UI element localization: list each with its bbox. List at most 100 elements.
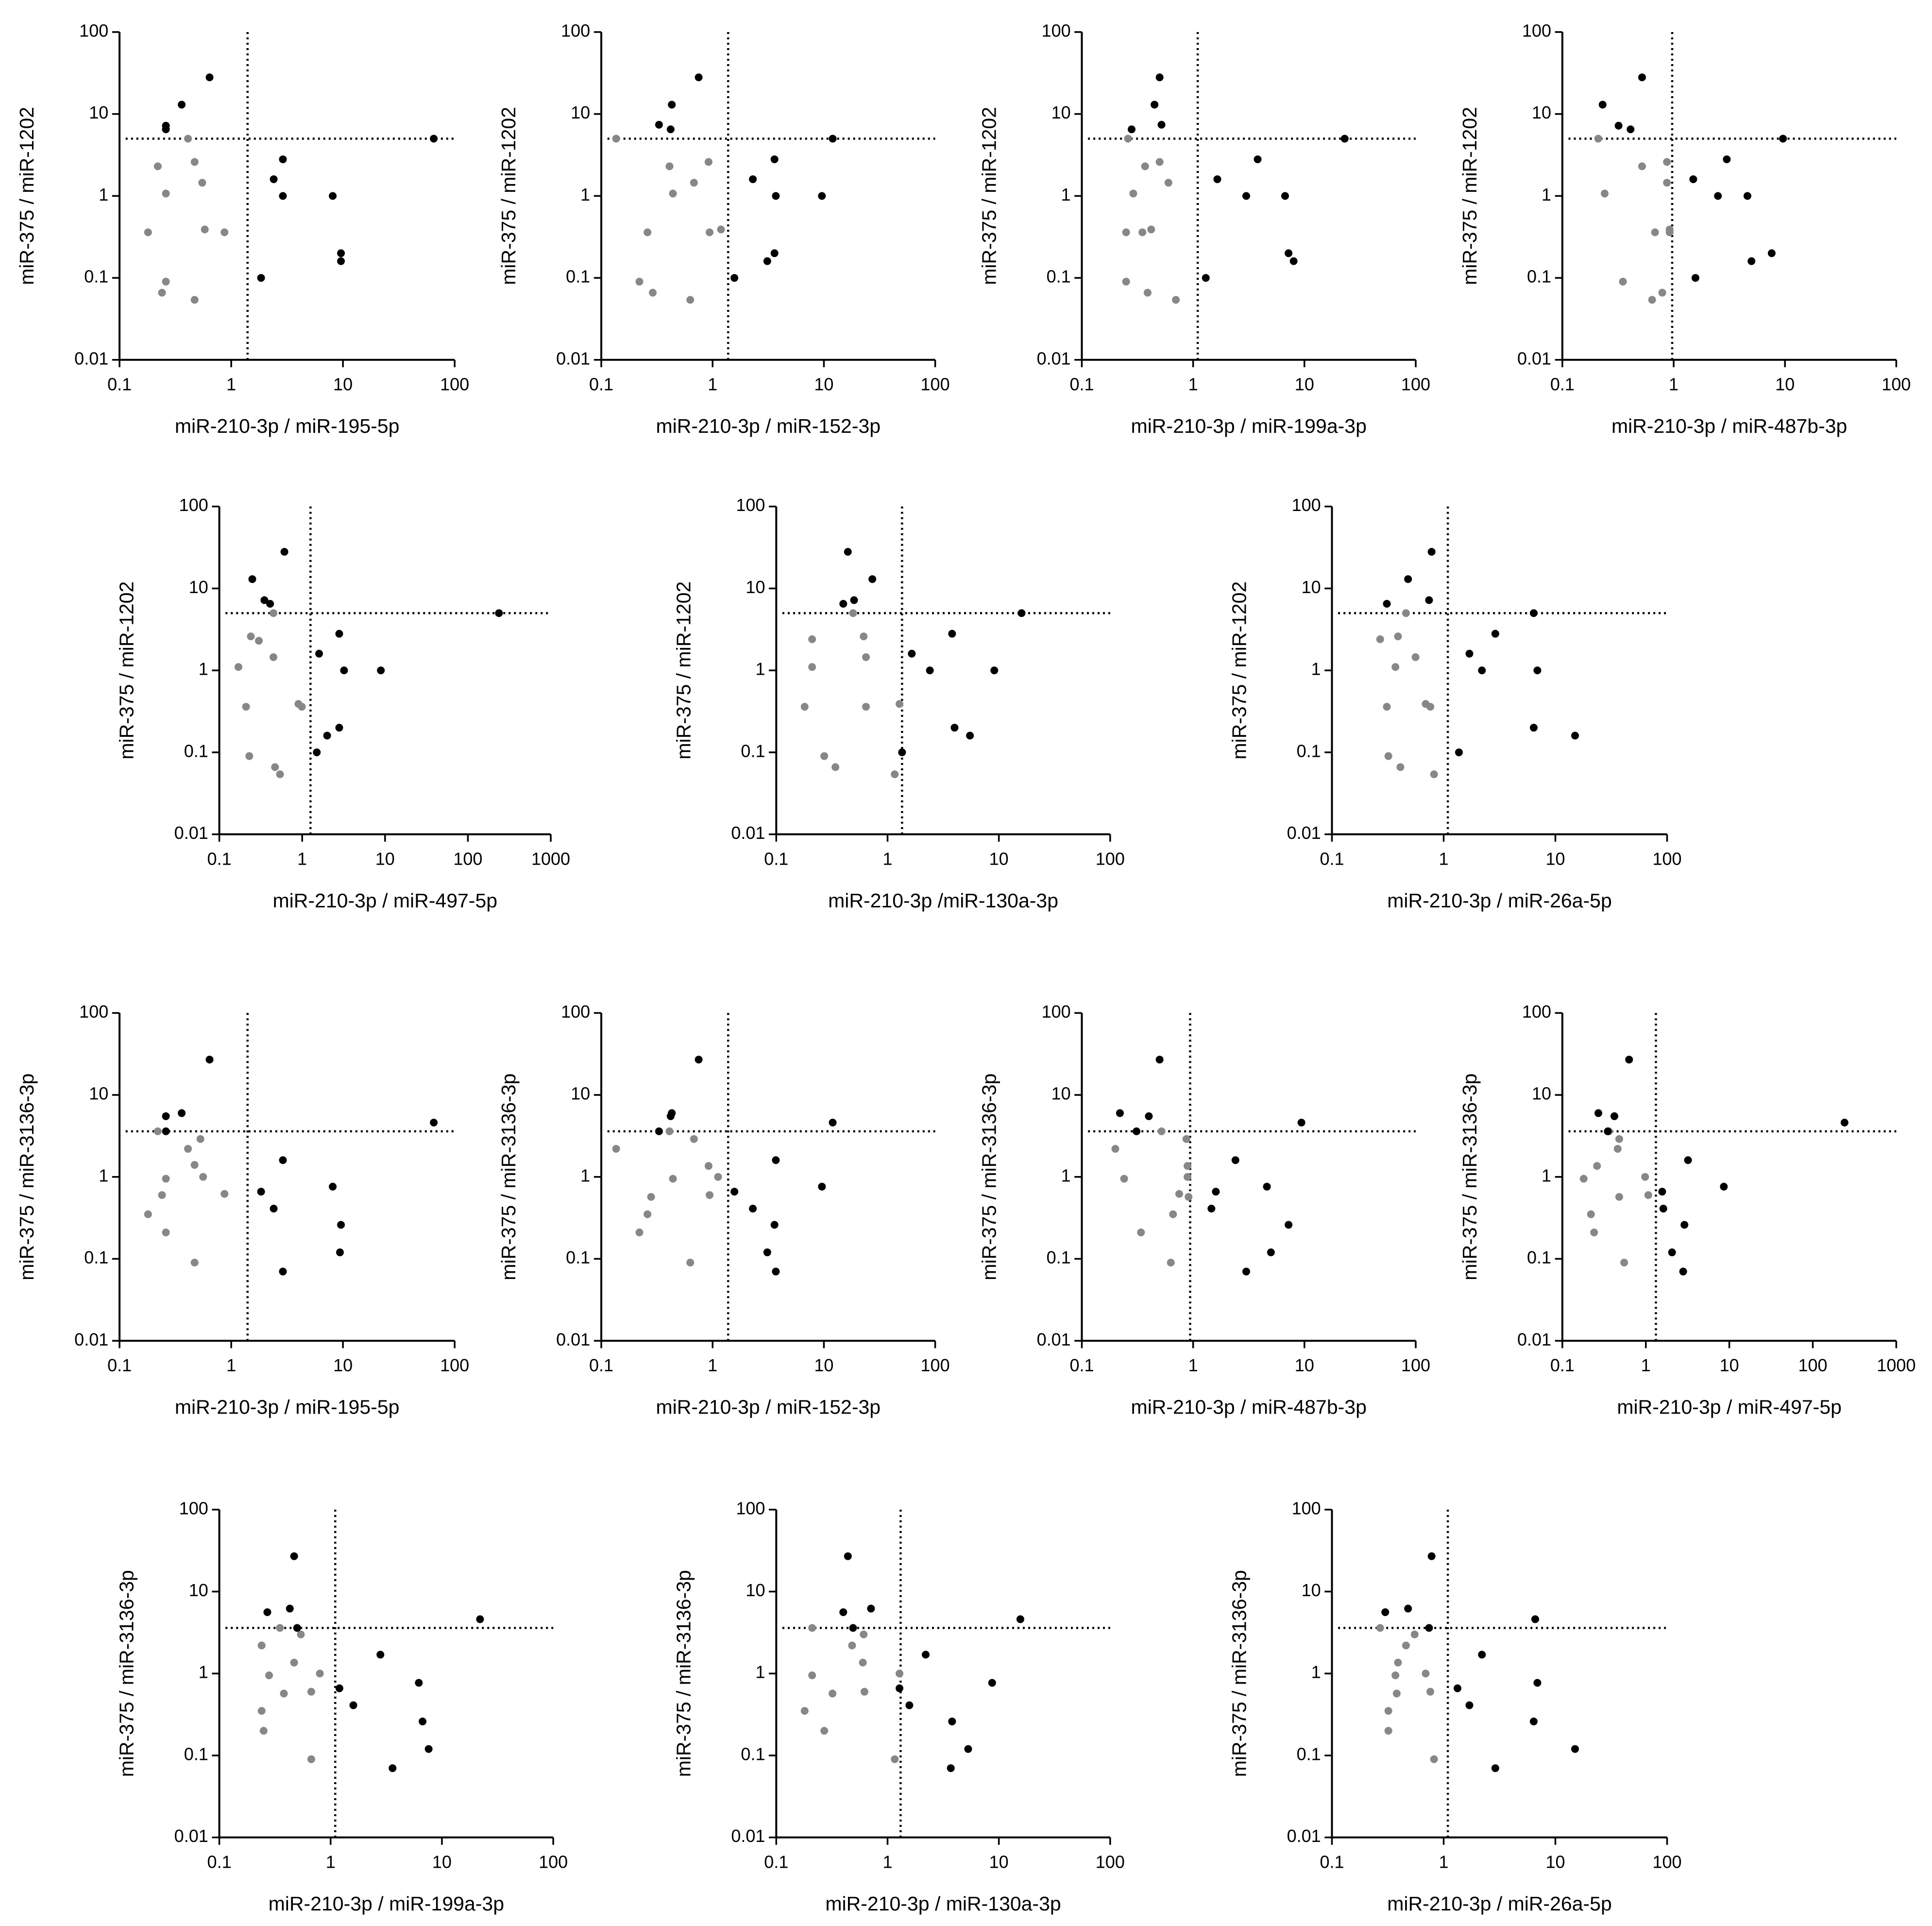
grey-data-point <box>848 1641 856 1650</box>
x-tick-label: 0.1 <box>764 849 788 869</box>
grey-data-point <box>1430 770 1438 778</box>
x-axis-title: miR-210-3p / miR-195-5p <box>175 1396 400 1418</box>
y-tick-label: 1 <box>755 1662 765 1682</box>
y-tick-label: 10 <box>1532 1084 1551 1104</box>
x-tick-label: 10 <box>1775 375 1795 394</box>
black-data-point <box>280 547 288 556</box>
x-tick-label: 10 <box>814 1355 833 1375</box>
black-data-point <box>329 192 337 200</box>
black-data-point <box>1212 1188 1220 1196</box>
grey-data-point <box>198 179 206 187</box>
black-data-point <box>335 724 343 732</box>
grey-data-point <box>1402 609 1410 617</box>
x-tick-label: 100 <box>1401 375 1430 394</box>
x-tick-label: 1 <box>226 1355 236 1375</box>
grey-data-point <box>665 162 674 170</box>
black-data-point <box>1404 1604 1412 1613</box>
black-data-point <box>948 1717 956 1725</box>
x-tick-label: 10 <box>333 375 353 394</box>
black-data-point <box>257 1188 265 1196</box>
grey-data-point <box>1184 1162 1192 1170</box>
grey-data-point <box>199 1173 207 1181</box>
y-tick-label: 0.01 <box>556 1329 590 1349</box>
black-data-point <box>270 1205 278 1213</box>
black-data-point <box>1743 192 1751 200</box>
grey-data-point <box>1593 1162 1601 1170</box>
grey-data-point <box>849 609 857 617</box>
grey-data-point <box>706 1191 714 1199</box>
y-tick-label: 10 <box>1532 102 1551 122</box>
grey-data-point <box>690 1135 698 1143</box>
x-tick-label: 0.1 <box>764 1852 788 1872</box>
grey-data-point <box>1426 1687 1435 1696</box>
black-data-point <box>323 732 331 740</box>
x-tick-label: 100 <box>921 1355 950 1375</box>
black-data-point <box>1453 1684 1461 1692</box>
black-data-point <box>850 596 858 604</box>
grey-data-point <box>862 702 870 711</box>
y-tick-label: 10 <box>189 1580 208 1600</box>
grey-data-point <box>270 609 278 617</box>
y-tick-label: 1 <box>1311 1662 1321 1682</box>
x-tick-label: 100 <box>453 849 482 869</box>
black-data-point <box>1242 1267 1250 1276</box>
y-tick-label: 0.01 <box>731 1826 765 1846</box>
x-tick-label: 1 <box>882 849 892 869</box>
y-tick-label: 0.1 <box>1527 1247 1551 1267</box>
black-data-point <box>1720 1182 1728 1191</box>
black-data-point <box>1659 1205 1667 1213</box>
grey-data-point <box>704 158 712 166</box>
grey-data-point <box>1394 632 1402 641</box>
black-data-point <box>1207 1205 1216 1213</box>
x-tick-label: 100 <box>1881 375 1911 394</box>
grey-data-point <box>1164 179 1172 187</box>
x-tick-label: 100 <box>1798 1355 1828 1375</box>
black-data-point <box>178 1109 186 1117</box>
grey-data-point <box>859 1658 867 1667</box>
black-data-point <box>1533 666 1542 675</box>
grey-data-point <box>1648 296 1656 304</box>
black-data-point <box>290 1552 298 1560</box>
x-tick-label: 10 <box>1546 849 1565 869</box>
y-tick-label: 0.1 <box>1297 1744 1321 1764</box>
black-data-point <box>770 155 779 163</box>
y-axis-title: miR-375 / miR-3136-3p <box>497 1074 520 1280</box>
x-tick-label: 1 <box>1188 1355 1198 1375</box>
black-data-point <box>162 1112 170 1120</box>
grey-data-point <box>800 1707 809 1715</box>
grey-data-point <box>1665 225 1674 234</box>
black-data-point <box>419 1717 427 1725</box>
grey-data-point <box>1384 752 1392 760</box>
grey-data-point <box>829 1689 837 1698</box>
black-data-point <box>1254 155 1262 163</box>
black-data-point <box>844 1552 852 1560</box>
black-data-point <box>896 1684 904 1692</box>
black-data-point <box>829 135 837 143</box>
grey-data-point <box>1167 1259 1175 1267</box>
x-tick-label: 100 <box>921 375 950 394</box>
x-tick-label: 1 <box>1188 375 1198 394</box>
x-axis-title: miR-210-3p /miR-130a-3p <box>828 889 1058 912</box>
x-axis-title: miR-210-3p / miR-487b-3p <box>1131 1396 1367 1418</box>
y-tick-label: 0.1 <box>1047 1247 1071 1267</box>
x-tick-label: 0.1 <box>1550 1355 1575 1375</box>
black-data-point <box>772 1267 780 1276</box>
grey-data-point <box>686 296 695 304</box>
x-tick-label: 10 <box>375 849 395 869</box>
black-data-point <box>1627 125 1635 134</box>
black-data-point <box>950 724 959 732</box>
grey-data-point <box>1638 162 1646 170</box>
grey-data-point <box>162 1228 170 1237</box>
grey-data-point <box>1644 1191 1652 1199</box>
grey-data-point <box>220 228 229 237</box>
black-data-point <box>1478 1651 1486 1659</box>
black-data-point <box>1625 1056 1633 1064</box>
black-data-point <box>1151 101 1159 109</box>
black-data-point <box>1231 1156 1239 1164</box>
x-tick-label: 1 <box>226 375 236 394</box>
black-data-point <box>424 1745 433 1753</box>
black-data-point <box>257 274 265 282</box>
grey-data-point <box>1384 1727 1392 1735</box>
y-tick-label: 100 <box>736 1498 765 1518</box>
grey-data-point <box>190 158 199 166</box>
